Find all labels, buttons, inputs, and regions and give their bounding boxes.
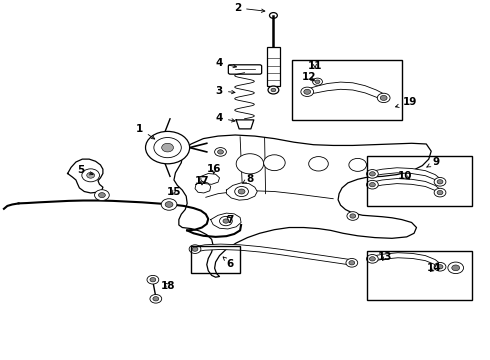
Circle shape [347,212,359,220]
Circle shape [377,93,390,103]
Polygon shape [174,135,431,277]
Circle shape [349,158,367,171]
Circle shape [448,262,464,274]
Circle shape [238,189,245,194]
Text: 5: 5 [77,165,93,175]
Circle shape [218,150,223,154]
Circle shape [369,183,375,187]
Circle shape [95,190,109,201]
Circle shape [153,297,159,301]
Circle shape [434,177,446,186]
Circle shape [215,148,226,156]
Text: 8: 8 [243,174,253,184]
Circle shape [98,193,105,198]
FancyBboxPatch shape [228,65,262,74]
Circle shape [236,154,264,174]
Text: 18: 18 [161,281,175,291]
Circle shape [313,78,322,85]
Circle shape [437,190,443,195]
Polygon shape [195,182,211,193]
Circle shape [367,170,378,178]
Circle shape [161,199,177,210]
Circle shape [452,265,460,271]
Bar [267,47,280,86]
Circle shape [150,294,162,303]
Text: 15: 15 [167,186,181,197]
Bar [367,251,472,300]
Circle shape [369,172,375,176]
Circle shape [367,180,378,189]
Text: 14: 14 [427,263,442,273]
Polygon shape [371,179,441,195]
Text: 3: 3 [216,86,235,96]
Circle shape [235,186,248,197]
Circle shape [315,80,320,84]
Circle shape [154,138,181,158]
Circle shape [165,202,173,207]
Text: 9: 9 [427,157,440,167]
Circle shape [87,172,95,178]
Text: 4: 4 [216,113,235,123]
Polygon shape [195,244,353,265]
Circle shape [146,131,190,164]
Text: 2: 2 [234,3,265,13]
Text: 17: 17 [195,176,210,186]
Circle shape [349,261,355,265]
Text: 4: 4 [216,58,237,68]
Text: 10: 10 [398,171,413,181]
Circle shape [264,155,285,171]
Circle shape [268,86,279,94]
Circle shape [437,180,443,184]
Circle shape [271,88,276,92]
Circle shape [369,257,375,261]
Polygon shape [236,120,254,129]
Circle shape [192,247,198,251]
Circle shape [301,87,314,96]
Polygon shape [211,213,241,229]
Circle shape [367,255,378,263]
Circle shape [189,245,201,253]
Text: 13: 13 [378,252,393,262]
Text: 12: 12 [301,72,316,82]
Circle shape [150,278,156,282]
Polygon shape [371,253,441,269]
Polygon shape [226,183,257,200]
Polygon shape [371,168,441,184]
Text: 6: 6 [223,257,234,269]
Polygon shape [68,159,103,193]
Text: 19: 19 [395,97,417,107]
Circle shape [380,95,387,100]
Circle shape [304,89,311,94]
Circle shape [162,143,173,152]
Circle shape [350,214,356,218]
Circle shape [147,275,159,284]
Polygon shape [306,82,385,102]
Circle shape [434,188,446,197]
Bar [367,156,472,206]
Circle shape [220,216,232,226]
Text: 7: 7 [226,215,234,225]
Circle shape [437,265,443,269]
Circle shape [346,258,358,267]
Circle shape [434,262,446,271]
Text: 16: 16 [207,164,221,174]
Text: 11: 11 [308,60,322,71]
Circle shape [223,219,229,223]
Bar [191,246,240,273]
Circle shape [309,157,328,171]
Text: 1: 1 [136,123,155,139]
Polygon shape [201,174,220,184]
Bar [292,60,402,120]
